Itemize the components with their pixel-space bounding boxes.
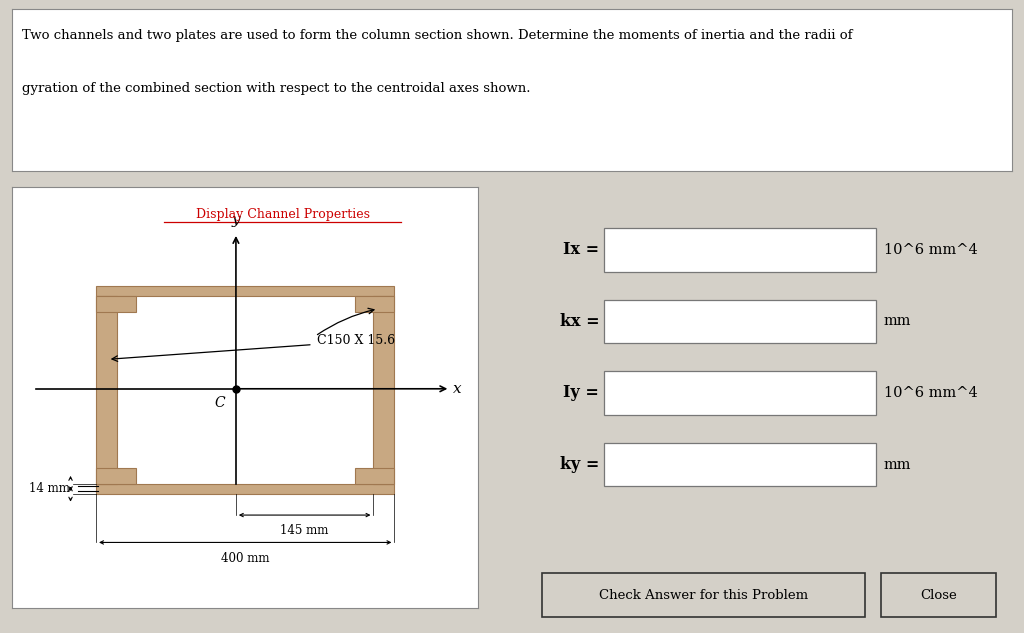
Text: C: C [214,396,225,410]
Text: Check Answer for this Problem: Check Answer for this Problem [599,589,808,601]
Text: Two channels and two plates are used to form the column section shown. Determine: Two channels and two plates are used to … [23,29,853,42]
Text: mm: mm [884,315,911,329]
Text: y: y [231,213,241,227]
Text: C150 X 15.6: C150 X 15.6 [317,334,395,347]
Text: mm: mm [884,458,911,472]
Bar [374,296,394,484]
Bar [96,484,394,494]
Text: ky =: ky = [560,456,599,473]
Text: 145 mm: 145 mm [281,524,329,537]
Text: 400 mm: 400 mm [221,552,269,565]
Bar [604,228,876,272]
Bar [354,296,394,312]
Text: Close: Close [921,589,957,601]
Text: Ix =: Ix = [563,241,599,258]
Bar [604,299,876,343]
Bar [96,468,136,484]
Text: gyration of the combined section with respect to the centroidal axes shown.: gyration of the combined section with re… [23,82,530,95]
Bar [96,296,117,484]
Bar [604,442,876,486]
Bar [604,371,876,415]
Text: 10^6 mm^4: 10^6 mm^4 [884,386,978,400]
Bar [354,468,394,484]
Bar [542,573,865,617]
Text: Iy =: Iy = [563,384,599,401]
Text: x: x [453,382,462,396]
Text: 10^6 mm^4: 10^6 mm^4 [884,243,978,257]
Bar [96,285,394,296]
Bar [881,573,996,617]
Text: kx =: kx = [559,313,599,330]
Bar [96,296,136,312]
Text: 14 mm: 14 mm [29,482,70,495]
Text: Display Channel Properties: Display Channel Properties [196,208,370,220]
